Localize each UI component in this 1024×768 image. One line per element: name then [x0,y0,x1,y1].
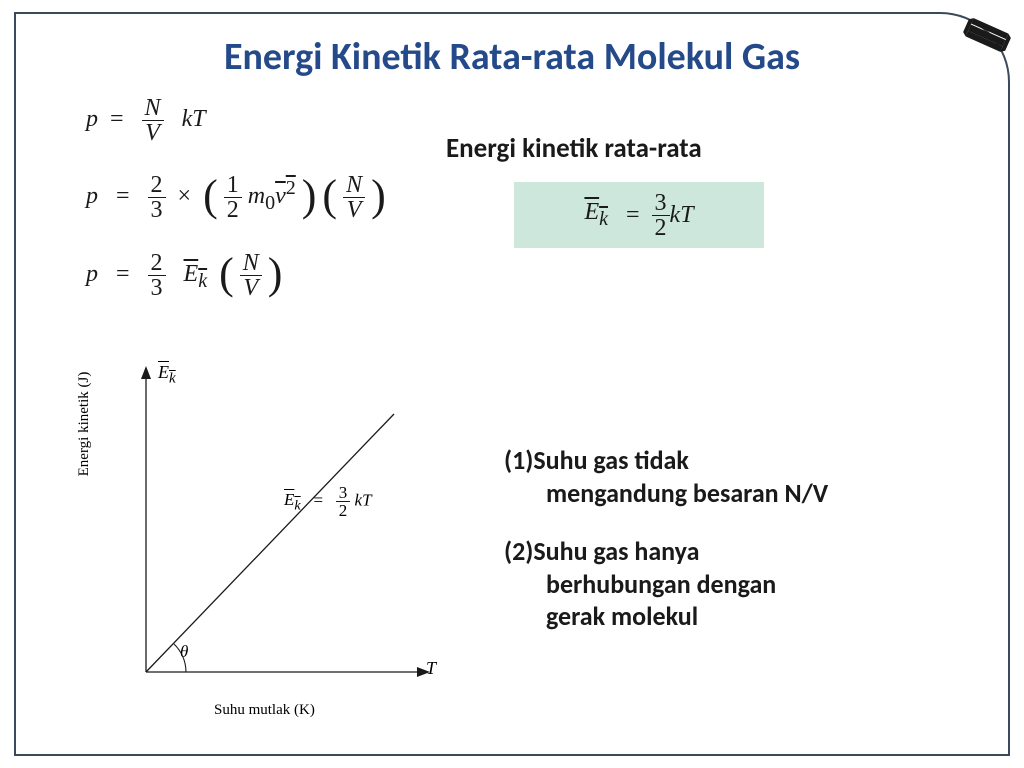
kinetic-energy-formula-box: Ek = 3 2 kT [514,182,764,248]
note-1-prefix: (1) [504,444,533,476]
note-2: (2)Suhu gas hanya berhubungan dengan ger… [504,535,964,633]
graph-angle-label: θ [180,642,188,662]
fb-Ek-sub: k [599,208,608,230]
eq2-v: v [275,183,286,209]
page-title: Energi Kinetik Rata-rata Molekul Gas [16,34,1008,80]
note-2-prefix: (2) [504,535,533,567]
note-1: (1)Suhu gas tidak mengandung besaran N/V [504,444,964,509]
note-1-line2: mengandung besaran N/V [504,477,964,510]
graph-y-label: Energi kinetik (J) [76,324,93,524]
eq2-f1-den: 3 [148,197,166,222]
eq2-NV-num: N [343,173,365,197]
eq2-NV-den: V [343,197,365,222]
eq1-num: N [142,96,164,120]
eq2-lhs: p [86,183,98,209]
eq2-f2-den: 2 [224,197,242,222]
equation-pressure-3: p = 2 3 Ek ( N V ) [86,250,282,301]
eq1-lhs: p [86,106,98,132]
slide-frame: Energi Kinetik Rata-rata Molekul Gas p =… [14,12,1010,756]
equation-pressure-2: p = 2 3 × ( 1 2 m0v2 ) ( N V ) [86,172,386,223]
eq3-f1-num: 2 [148,251,166,275]
note-2-line1: Suhu gas hanya [533,535,699,567]
eq2-m-sub: 0 [265,192,275,214]
equation-pressure-1: p = N V kT [86,96,206,145]
note-2-line3: gerak molekul [504,600,964,633]
eq3-lhs: p [86,261,98,287]
notes-list: (1)Suhu gas tidak mengandung besaran N/V… [504,444,964,659]
fb-eq: = [626,202,640,229]
subtitle: Energi kinetik rata-rata [446,132,702,165]
eq1-den: V [142,120,164,145]
eq2-m: m [248,183,265,209]
graph-inline-formula: Ek = 3 2 kT [284,484,372,519]
note-1-line1: Suhu gas tidak [533,444,688,476]
note-2-line2: berhubungan dengan [504,568,964,601]
energy-vs-temperature-graph: Ek T θ Ek = 3 2 kT Energi kinetik (J) Su… [74,354,444,734]
eq2-f1-num: 2 [148,173,166,197]
eq3-NV-num: N [240,251,262,275]
graph-x-end-label: T [426,658,436,679]
eq3-NV-den: V [240,275,262,300]
fb-tail: kT [670,202,694,229]
fb-Ek: E [584,199,599,225]
eq2-v-sup: 2 [286,177,296,199]
fb-num: 3 [652,191,670,215]
eq2-f2-num: 1 [224,173,242,197]
graph-y-top-label: Ek [158,362,176,388]
eq3-Ek-sub: k [198,270,207,292]
eq3-Ek: E [184,261,199,287]
graph-x-label: Suhu mutlak (K) [214,702,315,719]
eq3-f1-den: 3 [148,275,166,300]
fb-den: 2 [652,215,670,240]
eq1-tail: kT [182,106,206,132]
